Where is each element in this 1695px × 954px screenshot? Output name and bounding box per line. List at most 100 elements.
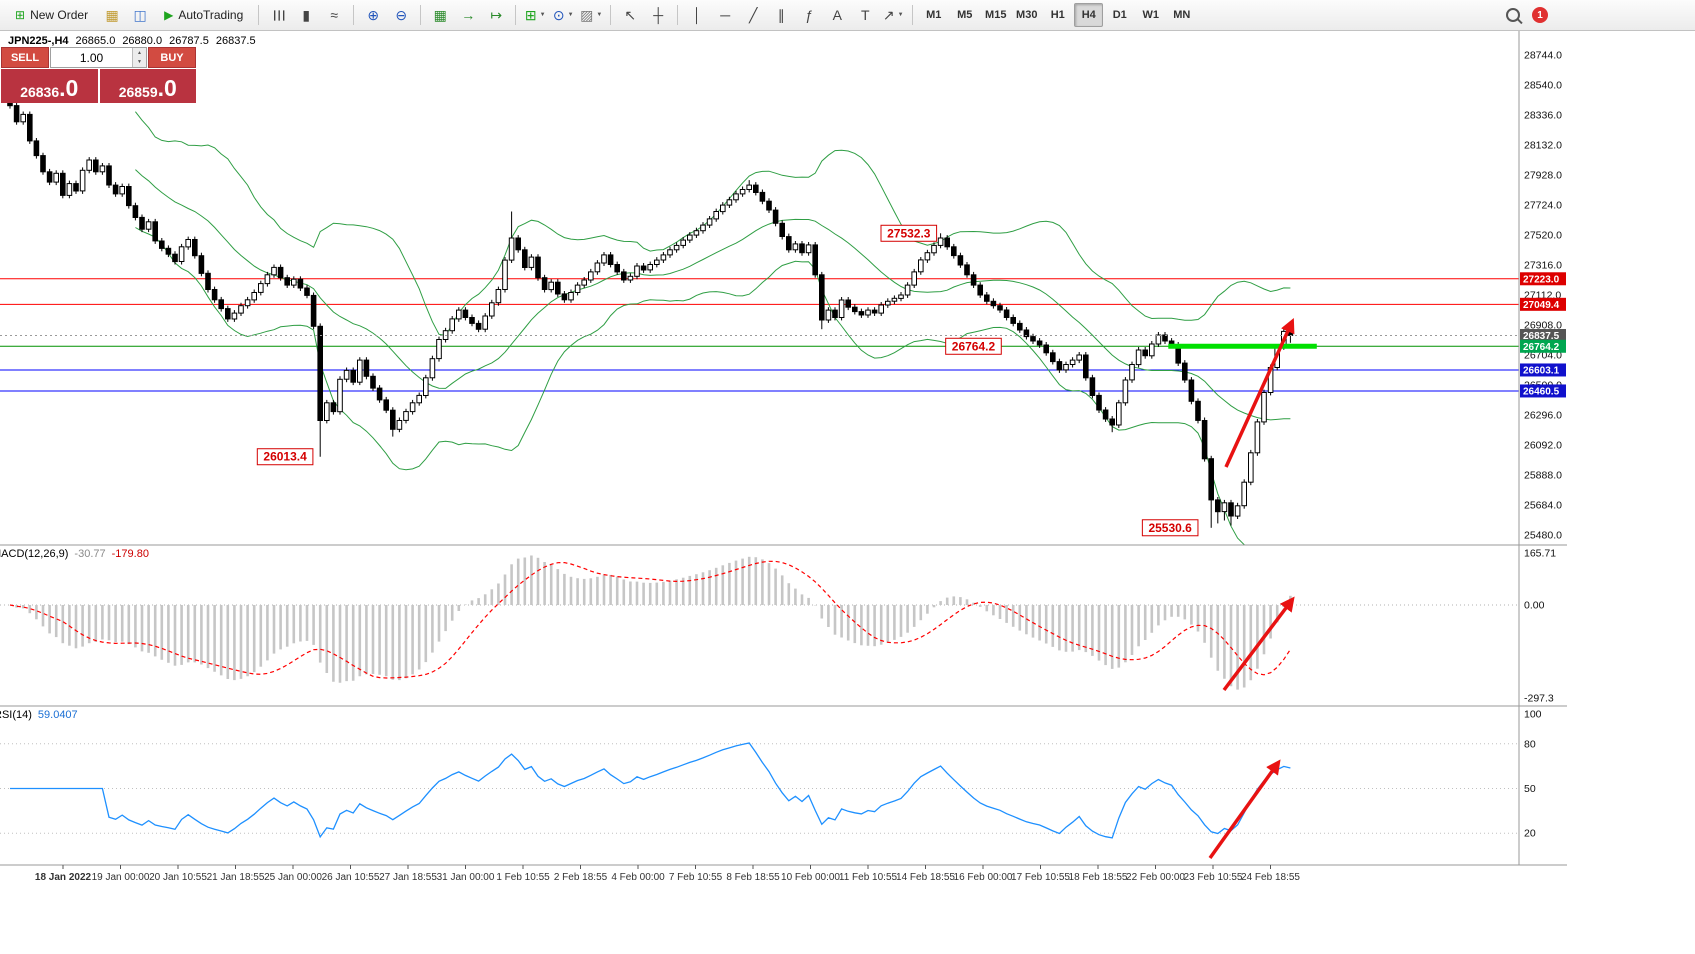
profiles-icon: ◫ (133, 6, 147, 23)
dropdown-caret-icon[interactable]: ▼ (567, 12, 574, 18)
zoom-out-icon[interactable]: ⊖ (388, 2, 414, 28)
profiles-icon[interactable]: ◫ (127, 2, 153, 28)
chart-candles-icon[interactable]: ▮ (293, 2, 319, 28)
vertical-line-icon: │ (692, 7, 702, 23)
price-axis[interactable]: 28744.0 28540.0 28336.0 28132.0 27928.0 27724… (1524, 50, 1562, 840)
volume-field[interactable]: 1.00 ▲ ▼ (50, 47, 147, 68)
volume-spinner[interactable]: ▲ ▼ (132, 48, 146, 67)
svg-text:-297.3: -297.3 (1524, 693, 1554, 705)
cursor-icon: ↖ (624, 6, 637, 23)
macd-histogram (15, 555, 1292, 690)
notification-badge[interactable]: 1 (1532, 7, 1548, 23)
svg-text:27316.0: 27316.0 (1524, 260, 1562, 272)
svg-text:20: 20 (1524, 828, 1536, 840)
svg-text:50: 50 (1524, 783, 1536, 795)
zoom-in-icon[interactable]: ⊕ (360, 2, 386, 28)
search-icon[interactable] (1506, 8, 1520, 22)
trendline-icon[interactable]: ╱ (740, 2, 766, 28)
svg-text:26092.0: 26092.0 (1524, 440, 1562, 452)
price-callout[interactable]: 26764.2 (945, 337, 1002, 355)
label-icon[interactable]: T (852, 2, 878, 28)
svg-text:17 Feb 10:55: 17 Feb 10:55 (1011, 872, 1070, 883)
timeframe-w1[interactable]: W1 (1142, 9, 1160, 21)
volume-down-button[interactable]: ▼ (133, 57, 146, 67)
price-callout[interactable]: 26013.4 (256, 448, 314, 466)
svg-text:27049.4: 27049.4 (1523, 300, 1560, 311)
crosshair-icon[interactable]: ┼ (645, 2, 671, 28)
templates-icon: ▨ (580, 6, 594, 23)
auto-scroll-icon[interactable]: → (455, 2, 481, 28)
time-axis[interactable]: 18 Jan 2022 19 Jan 00:00 20 Jan 10:55 21 Ja… (35, 865, 1300, 883)
quote-high: 26880.0 (122, 35, 163, 47)
chart-line-icon[interactable]: ≈ (321, 2, 347, 28)
rsi-indicator-label: RSI(14) 59.0407 (0, 709, 78, 721)
rsi-panel (0, 742, 1519, 839)
price-callout[interactable]: 25530.6 (1141, 519, 1199, 537)
macd-panel (0, 555, 1519, 690)
svg-text:26460.5: 26460.5 (1523, 386, 1560, 397)
dropdown-caret-icon[interactable]: ▼ (897, 12, 904, 18)
macd-signal-line (9, 560, 1291, 679)
sell-button[interactable]: SELL (1, 47, 49, 68)
text-icon[interactable]: A (824, 2, 850, 28)
indicators-icon[interactable]: ⊞ ▼ (522, 2, 548, 28)
volume-value[interactable]: 1.00 (79, 50, 104, 65)
svg-text:26764.2: 26764.2 (1523, 342, 1560, 353)
horizontal-line-icon[interactable]: ─ (712, 2, 738, 28)
label-icon: T (860, 7, 870, 23)
timeframe-m15[interactable]: M15 (985, 9, 1007, 21)
chart-line-icon: ≈ (330, 7, 339, 23)
new-chart-icon[interactable]: ▦ (99, 2, 125, 28)
vertical-line-icon[interactable]: │ (684, 2, 710, 28)
buy-button[interactable]: BUY (148, 47, 196, 68)
trend-arrow[interactable] (1224, 317, 1295, 468)
chart-candles-icon: ▮ (302, 6, 311, 23)
timeframe-h4[interactable]: H4 (1074, 3, 1104, 27)
price-axis-badge: 26603.1 (1520, 363, 1566, 377)
timeframe-m30[interactable]: M30 (1016, 9, 1038, 21)
timeframe-h1[interactable]: H1 (1050, 9, 1065, 21)
svg-text:16 Feb 00:00: 16 Feb 00:00 (954, 872, 1013, 883)
toolbar-separator (258, 5, 260, 25)
periods-icon[interactable]: ⊙ ▼ (550, 2, 576, 28)
channel-icon[interactable]: ∥ (768, 2, 794, 28)
svg-text:24 Feb 18:55: 24 Feb 18:55 (1241, 872, 1300, 883)
volume-up-button[interactable]: ▲ (133, 48, 146, 58)
toolbar-separator (353, 5, 355, 25)
templates-icon[interactable]: ▨ ▼ (578, 2, 604, 28)
price-axis-badge: 27223.0 (1520, 272, 1566, 286)
fibonacci-icon[interactable]: ƒ (796, 2, 822, 28)
svg-text:14 Feb 18:55: 14 Feb 18:55 (896, 872, 955, 883)
zoom-in-icon: ⊕ (367, 6, 380, 23)
cursor-icon[interactable]: ↖ (617, 2, 643, 28)
svg-text:100: 100 (1524, 709, 1542, 721)
buy-price-prefix: 26859 (118, 84, 158, 100)
tile-windows-icon[interactable]: ▦ (427, 2, 453, 28)
svg-text:26837.5: 26837.5 (1523, 331, 1560, 342)
timeframe-m1[interactable]: M1 (926, 9, 942, 21)
svg-text:28540.0: 28540.0 (1524, 80, 1562, 92)
arrows-tool-icon[interactable]: ↗ ▼ (880, 2, 906, 28)
timeframe-d1[interactable]: D1 (1112, 9, 1127, 21)
autotrading-button[interactable]: ▶ AutoTrading (155, 2, 252, 28)
trend-arrow[interactable] (1222, 596, 1295, 692)
timeframe-mn[interactable]: MN (1173, 9, 1191, 21)
macd-name: MACD(12,26,9) (0, 548, 69, 560)
arrows-tool-icon: ↗ (882, 6, 895, 23)
chart-shift-icon[interactable]: ↦ (483, 2, 509, 28)
svg-text:18 Jan 2022: 18 Jan 2022 (35, 872, 92, 883)
sell-price[interactable]: 26836 .0 (1, 69, 98, 103)
trend-arrow[interactable] (1208, 759, 1281, 860)
svg-text:28336.0: 28336.0 (1524, 110, 1562, 122)
timeframe-m5[interactable]: M5 (957, 9, 973, 21)
chart-bars-icon[interactable]: ☰ (265, 2, 291, 28)
dropdown-caret-icon[interactable]: ▼ (596, 12, 603, 18)
autotrading-button-label: AutoTrading (178, 8, 244, 22)
price-callout[interactable]: 27532.3 (880, 224, 938, 242)
svg-text:27520.0: 27520.0 (1524, 230, 1562, 242)
bollinger-bands (135, 111, 1291, 545)
dropdown-caret-icon[interactable]: ▼ (539, 12, 546, 18)
new-order-button[interactable]: ⊞ New Order (6, 2, 97, 28)
buy-price[interactable]: 26859 .0 (99, 69, 196, 103)
new-order-icon: ⊞ (15, 8, 26, 22)
